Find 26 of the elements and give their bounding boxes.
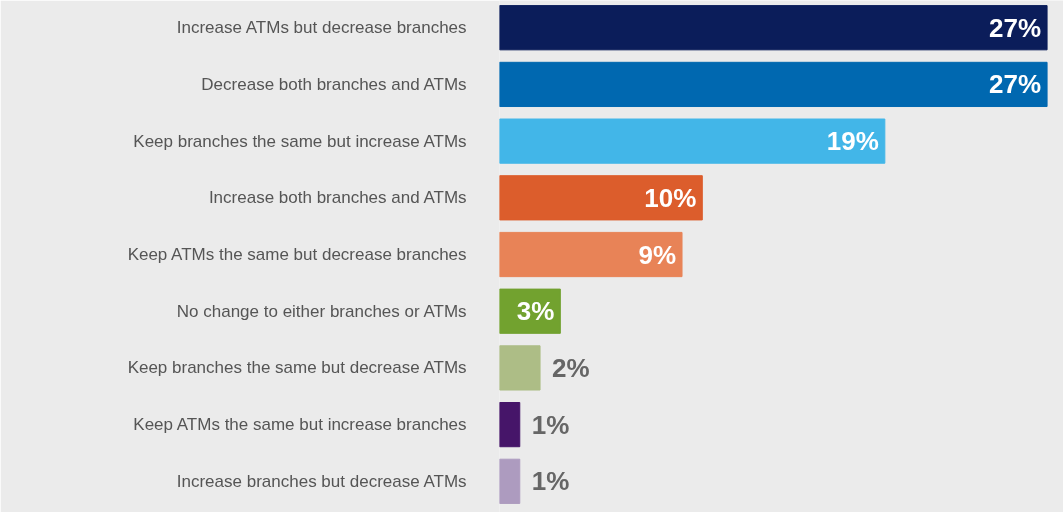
bar	[499, 402, 521, 448]
bar	[499, 118, 886, 164]
data-label: 3%	[516, 296, 555, 327]
data-label: 1%	[531, 466, 570, 497]
y-tick-label: Keep ATMs the same but increase branches	[133, 415, 467, 435]
bar	[499, 231, 683, 278]
y-tick-label: Increase ATMs but decrease branches	[176, 18, 467, 38]
bar	[499, 175, 703, 221]
data-label: 27%	[989, 69, 1042, 100]
y-tick-label: Keep ATMs the same but decrease branches	[127, 245, 467, 265]
bar	[499, 5, 1048, 51]
data-label: 10%	[644, 182, 697, 213]
bar	[499, 345, 541, 391]
data-label: 1%	[531, 409, 570, 440]
data-label: 9%	[638, 239, 677, 270]
data-label: 2%	[552, 352, 590, 383]
bar	[499, 61, 1048, 108]
data-label: 27%	[989, 12, 1042, 43]
y-tick-label: Increase branches but decrease ATMs	[176, 471, 467, 491]
data-label: 19%	[826, 126, 879, 157]
y-tick-label: Keep branches the same but increase ATMs	[133, 131, 467, 151]
y-tick-label: Keep branches the same but decrease ATMs	[127, 358, 467, 378]
y-tick-label: Decrease both branches and ATMs	[201, 74, 467, 94]
bar	[499, 458, 521, 504]
y-tick-label: No change to either branches or ATMs	[176, 301, 467, 321]
y-tick-label: Increase both branches and ATMs	[208, 188, 467, 208]
